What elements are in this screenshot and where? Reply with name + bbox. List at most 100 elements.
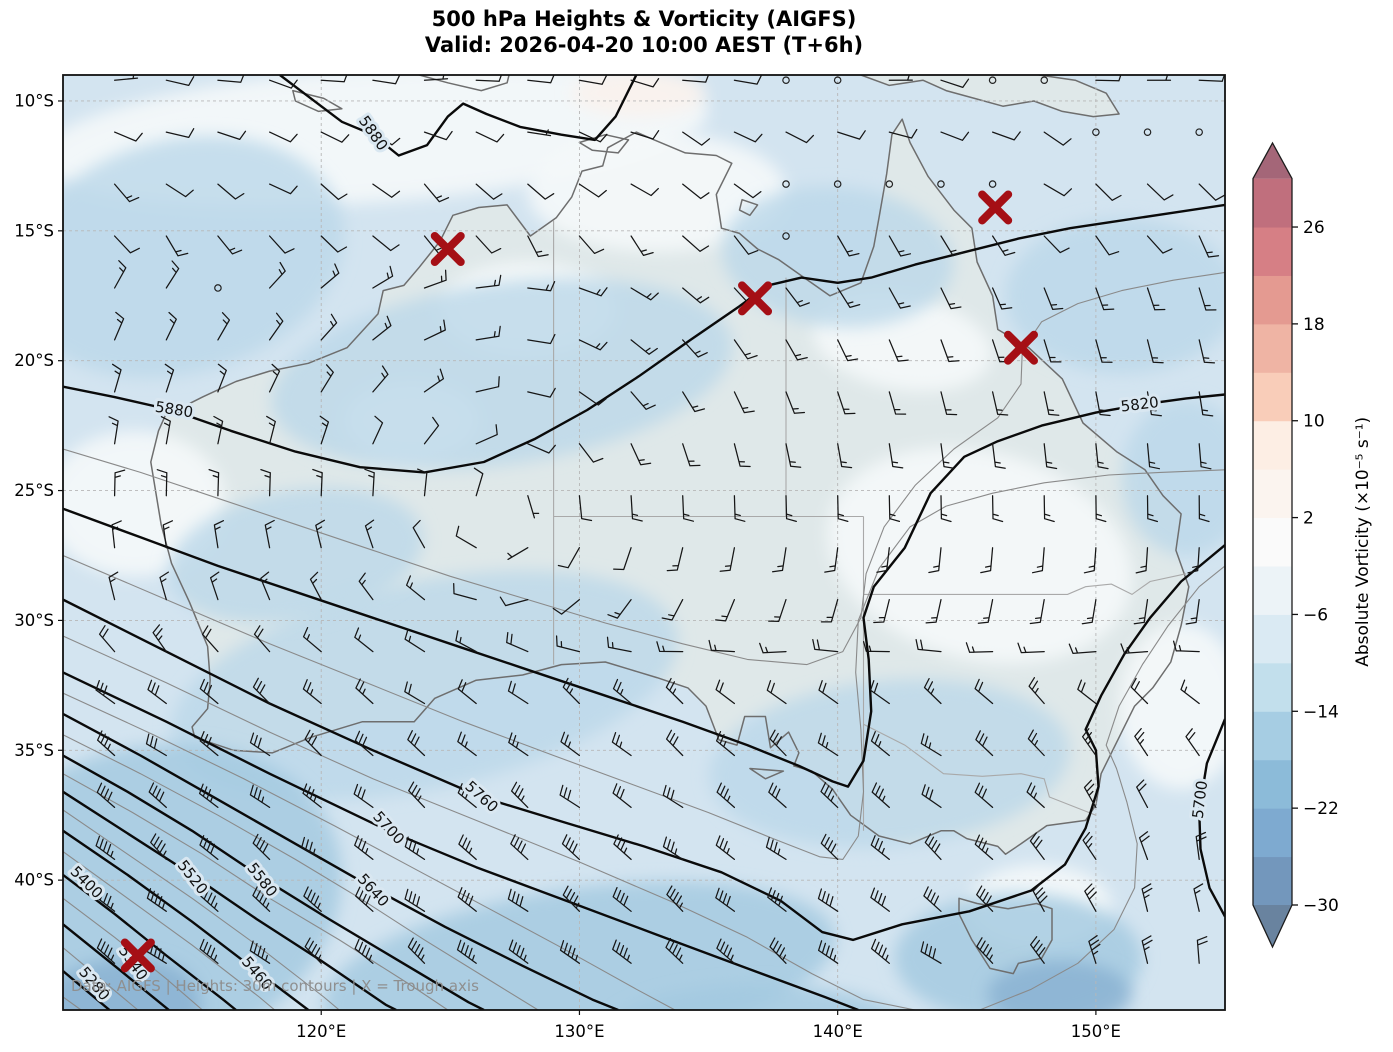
wind-barb [252,677,271,705]
height-contour-major [63,393,1225,788]
wind-barb [457,887,477,912]
wind-barb [767,887,787,912]
wind-barb [1083,547,1097,574]
wind-barb [940,131,970,141]
wind-barb [147,679,167,705]
wind-barb [1172,640,1200,653]
wind-barb [458,834,477,861]
wind-barb [682,183,710,200]
wind-barb [817,940,839,964]
calm-wind-circle [1195,128,1203,136]
calm-wind-circle [833,76,842,84]
wind-barb [1095,443,1109,470]
wind-barb [159,571,170,601]
wind-barb [965,642,994,653]
wind-barb [715,598,736,622]
wind-barb [974,834,994,861]
wind-barb [559,784,581,809]
wind-barb [372,365,389,393]
wind-barb [837,339,859,362]
colorbar-tick-label: 2 [1303,509,1314,529]
wind-barb [682,287,710,304]
wind-barb [991,131,1021,141]
height-contour-major [63,790,397,1010]
wind-barb [940,495,952,523]
height-contour-major [63,754,485,1010]
wind-barb [1043,339,1062,363]
wind-barb [1088,935,1101,964]
wind-barb [1138,831,1150,861]
wind-barb [1095,391,1111,417]
wind-barb [201,625,219,653]
wind-barb [412,519,426,549]
colorbar-tick-label: −14 [1303,702,1339,722]
wind-barb [95,887,116,912]
wind-barb [1146,183,1174,201]
wind-barb [682,495,695,522]
wind-barb [837,391,856,415]
x-axis-tick-label: 150°E [1071,1022,1121,1041]
wind-barb [249,732,271,757]
wind-barb [820,598,839,623]
x-axis-tick-label: 120°E [296,1022,346,1041]
calm-wind-circle [988,180,997,188]
wind-barb [1043,495,1055,523]
wind-barb [1198,391,1214,417]
wind-barb [1134,727,1149,757]
wind-barb [870,835,890,861]
colorbar: 26 18 10 2 −6 −14 −22 −30 Absolute Vorticity (×1… [1252,141,1373,949]
wind-barb [682,131,711,146]
wind-barb [1185,598,1200,625]
data-source-note: Data: AIGFS | Heights: 30m contours | X … [71,977,479,995]
wind-barb [612,678,632,705]
wind-barb [527,280,556,292]
wind-barb [408,781,426,809]
wind-barb [733,391,755,414]
wind-barb [715,730,736,757]
wind-barb [457,783,477,809]
wind-barb [559,940,581,964]
wind-barb [364,519,375,549]
colorbar-tick-label: 26 [1303,218,1325,238]
wind-barb [319,415,330,445]
wind-barb [423,368,445,393]
vorticity-patch [1121,399,1225,556]
wind-barb [217,363,227,393]
colorbar-tick-label: 18 [1303,315,1325,335]
wind-barb [355,678,374,705]
wind-barb [1043,287,1064,311]
wind-barb [768,598,787,623]
wind-barb [578,339,608,351]
wind-barb [1198,75,1225,82]
trough-axis-marker [1004,330,1038,365]
calm-wind-circle [1143,128,1152,136]
wind-barb [372,131,401,146]
wind-barb [1017,642,1045,654]
wind-barb [1095,287,1115,311]
wind-barb [817,888,839,912]
wind-barb [974,678,994,705]
wind-barb [871,782,890,809]
wind-barb [423,75,449,81]
y-axis-tick-label: 40°S [14,871,54,890]
wind-barb [991,287,1013,310]
wind-barb [630,77,660,88]
wind-barb [249,940,271,964]
wind-barb [423,269,447,289]
wind-barb [915,638,942,653]
wind-barb [991,235,1016,256]
wind-barb [148,782,167,809]
height-contour-minor [63,809,340,1010]
wind-barb [1027,729,1045,757]
wind-barb [510,834,529,861]
wind-barb [1198,235,1220,258]
wind-barb [920,733,942,757]
y-axis-tick-label: 15°S [14,221,54,240]
wind-barb [113,469,126,497]
height-contour-major [63,873,237,1010]
wind-barb [769,729,787,757]
height-contour-minor [979,565,1225,1010]
colorbar-band [1253,566,1292,615]
